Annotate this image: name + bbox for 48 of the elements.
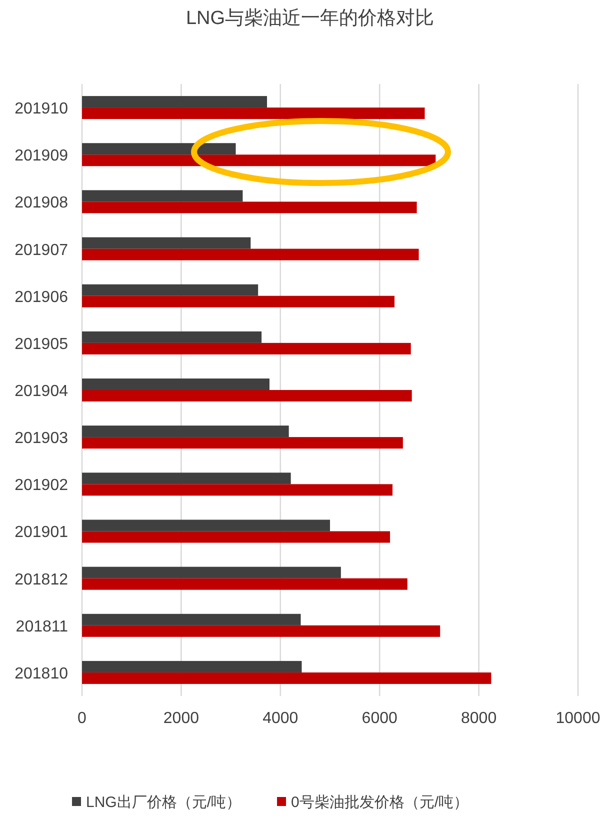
y-tick-label: 201906	[14, 288, 68, 306]
x-tick-label: 8000	[461, 710, 497, 727]
bar	[82, 296, 394, 308]
x-tick-label: 10000	[556, 710, 600, 727]
bar	[82, 578, 408, 590]
bar	[82, 154, 436, 166]
y-tick-label: 201903	[14, 430, 68, 448]
legend-label: 0号柴油批发价格（元/吨）	[291, 794, 469, 811]
bar	[82, 284, 258, 296]
bar	[82, 237, 251, 249]
bar	[82, 625, 440, 637]
y-tick-label: 201810	[14, 665, 68, 682]
y-tick-label: 201910	[14, 100, 68, 118]
bar	[82, 437, 403, 449]
y-tick-label: 201905	[14, 336, 68, 353]
bar	[82, 390, 412, 402]
bar	[82, 660, 302, 672]
x-tick-label: 4000	[262, 710, 298, 727]
y-tick-label: 201901	[14, 524, 68, 542]
bar	[82, 96, 268, 108]
bar	[82, 472, 291, 484]
chart-title: LNG与柴油近一年的价格对比	[186, 8, 434, 29]
y-tick-label: 201904	[14, 383, 68, 400]
bar	[82, 108, 425, 120]
bar	[82, 520, 330, 532]
bar	[82, 342, 411, 354]
bar	[82, 190, 243, 202]
bar	[82, 484, 392, 496]
x-tick-label: 0	[78, 710, 87, 727]
x-tick-label: 6000	[362, 710, 398, 727]
legend-label: LNG出厂价格（元/吨）	[86, 794, 242, 811]
bar	[82, 566, 341, 578]
bar	[82, 248, 419, 260]
bar	[82, 614, 301, 626]
x-tick-label: 2000	[163, 710, 200, 727]
bar	[82, 143, 236, 155]
y-tick-label: 201902	[14, 477, 68, 494]
bar	[82, 378, 270, 390]
y-tick-label: 201812	[14, 571, 68, 588]
y-tick-label: 201907	[14, 242, 68, 259]
bar	[82, 531, 390, 543]
bar	[82, 331, 262, 343]
bar	[82, 672, 492, 684]
y-tick-label: 201909	[14, 148, 68, 165]
y-tick-label: 201908	[14, 194, 68, 212]
bar	[82, 426, 289, 438]
bar	[82, 202, 417, 214]
y-tick-label: 201811	[16, 618, 68, 636]
